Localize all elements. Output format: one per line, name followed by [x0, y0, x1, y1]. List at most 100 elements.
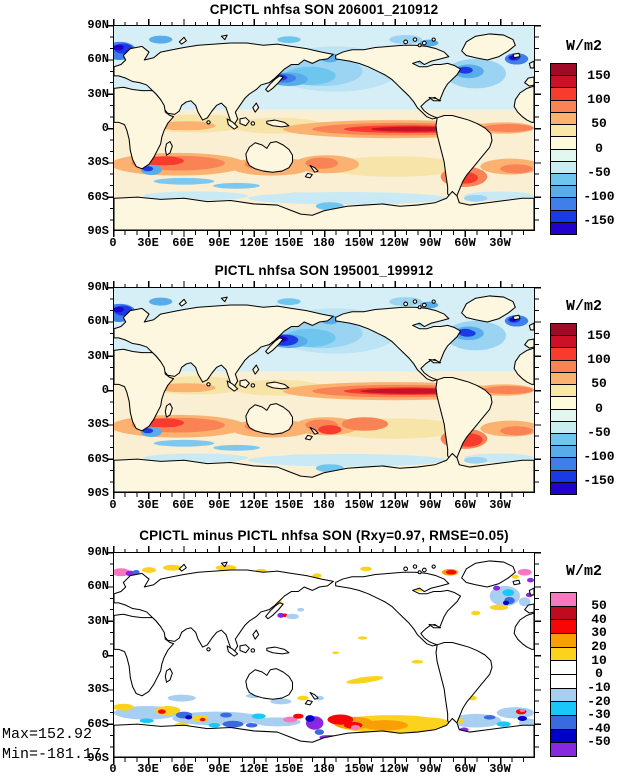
panel3-lat-label: 30S	[87, 682, 109, 696]
panel2-lon-label: 120W	[379, 498, 409, 512]
colorbar-cell	[551, 336, 576, 349]
panel2-lat-label: 0	[101, 383, 109, 397]
panel2-lat-label: 90N	[87, 280, 109, 294]
panel2-colorbar-tick: -100	[583, 449, 615, 464]
panel1-lat-label: 30S	[87, 155, 109, 169]
panel3-lon-label: 60E	[172, 762, 194, 776]
panel2-colorbar-tick: 150	[587, 328, 611, 343]
colorbar-cell	[551, 634, 576, 648]
panel1-lon-label: 120E	[239, 236, 269, 250]
panel2-colorbar-unit: W/m2	[565, 298, 602, 315]
colorbar-cell	[551, 743, 576, 757]
panel3-colorbar-tick: -40	[587, 721, 611, 736]
panel1-lon-label: 0	[109, 236, 117, 250]
panel2-title: PICTL nhfsa SON 195001_199912	[214, 263, 434, 278]
panel2-lon-label: 120E	[239, 498, 269, 512]
panel1-lon-label: 60E	[172, 236, 194, 250]
colorbar-cell	[551, 210, 576, 223]
colorbar-cell	[551, 397, 576, 410]
panel2-lon-label: 30W	[489, 498, 511, 512]
colorbar-cell	[551, 100, 576, 113]
panel1-colorbar-tick: -100	[583, 189, 615, 204]
colorbar-cell	[551, 173, 576, 187]
panel3-colorbar	[550, 592, 577, 757]
colorbar-cell	[551, 470, 576, 483]
panel2-ticks-right-minor	[535, 287, 539, 493]
panel3-lon-label: 180	[313, 762, 335, 776]
panel1-lat-label: 0	[101, 121, 109, 135]
panel3-ticks-bottom-minor	[113, 758, 535, 762]
panel2-colorbar-tick: 0	[595, 401, 603, 416]
panel3-colorbar-unit: W/m2	[565, 563, 602, 580]
panel1-lon-label: 90E	[208, 236, 230, 250]
panel3-lon-label: 30E	[137, 762, 159, 776]
panel3-lon-label: 90W	[419, 762, 441, 776]
colorbar-cell	[551, 606, 576, 621]
colorbar-cell	[551, 88, 576, 101]
panel2-colorbar-tick: -50	[587, 425, 611, 440]
colorbar-cell	[551, 675, 576, 689]
panel2-lon-label: 150E	[274, 498, 304, 512]
panel1-colorbar-tick: 50	[591, 116, 607, 131]
panel3-map	[113, 552, 535, 758]
panel3-lon-label: 60W	[454, 762, 476, 776]
panel3-ticks-left-minor	[109, 552, 113, 758]
panel3-lat-label: 90N	[87, 545, 109, 559]
panel1-colorbar-tick: 150	[587, 68, 611, 83]
panel1-lon-label: 150W	[344, 236, 374, 250]
panel2-lon-label: 180	[313, 498, 335, 512]
panel3-colorbar-tick: 10	[591, 653, 607, 668]
colorbar-cell	[551, 112, 576, 126]
panel2-lat-label: 90S	[87, 486, 109, 500]
colorbar-cell	[551, 64, 576, 77]
colorbar-cell	[551, 76, 576, 89]
panel1-lon-label: 180	[313, 236, 335, 250]
panel3-lat-label: 60N	[87, 579, 109, 593]
panel3-colorbar-tick: 40	[591, 612, 607, 627]
colorbar-cell	[551, 433, 576, 447]
panel3-lon-label: 150E	[274, 762, 304, 776]
colorbar-cell	[551, 688, 576, 703]
panel3-colorbar-tick: 30	[591, 625, 607, 640]
panel2-lon-label: 60W	[454, 498, 476, 512]
panel2-colorbar-tick: -150	[583, 473, 615, 488]
panel3-colorbar-tick: 50	[591, 598, 607, 613]
panel1-lon-label: 90W	[419, 236, 441, 250]
panel3-lon-label: 150W	[344, 762, 374, 776]
panel1-colorbar-unit: W/m2	[565, 38, 602, 55]
colorbar-cell	[551, 647, 576, 662]
colorbar-cell	[551, 482, 576, 495]
panel3-colorbar-tick: -30	[587, 707, 611, 722]
panel2-ticks-top-minor	[113, 283, 535, 287]
max-value-label: Max=152.92	[2, 726, 93, 743]
panel2-lon-label: 30E	[137, 498, 159, 512]
panel3-lat-label: 0	[101, 648, 109, 662]
panel3-lat-label: 90S	[87, 751, 109, 765]
panel3-ticks-right-minor	[535, 552, 539, 758]
panel1-colorbar-tick: 0	[595, 141, 603, 156]
colorbar-cell	[551, 137, 576, 150]
panel1-ticks-left-minor	[109, 25, 113, 231]
colorbar-cell	[551, 348, 576, 361]
panel2-colorbar	[550, 323, 577, 495]
colorbar-cell	[551, 372, 576, 386]
panel3-colorbar-tick: 0	[595, 666, 603, 681]
panel2-ticks-bottom-minor	[113, 493, 535, 497]
colorbar-cell	[551, 458, 576, 471]
colorbar-cell	[551, 125, 576, 138]
panel1-lon-label: 120W	[379, 236, 409, 250]
panel1-lat-label: 60S	[87, 190, 109, 204]
panel3-colorbar-tick: -20	[587, 694, 611, 709]
panel2-lon-label: 150W	[344, 498, 374, 512]
colorbar-cell	[551, 186, 576, 199]
panel3-lat-label: 30N	[87, 614, 109, 628]
min-value-label: Min=-181.17	[2, 746, 102, 763]
colorbar-cell	[551, 702, 576, 717]
colorbar-cell	[551, 222, 576, 235]
panel2-ticks-left-minor	[109, 287, 113, 493]
panel3-lon-label: 120W	[379, 762, 409, 776]
panel1-lon-label: 30W	[489, 236, 511, 250]
panel1-ticks-right-minor	[535, 25, 539, 231]
panel2-colorbar-tick: 100	[587, 352, 611, 367]
